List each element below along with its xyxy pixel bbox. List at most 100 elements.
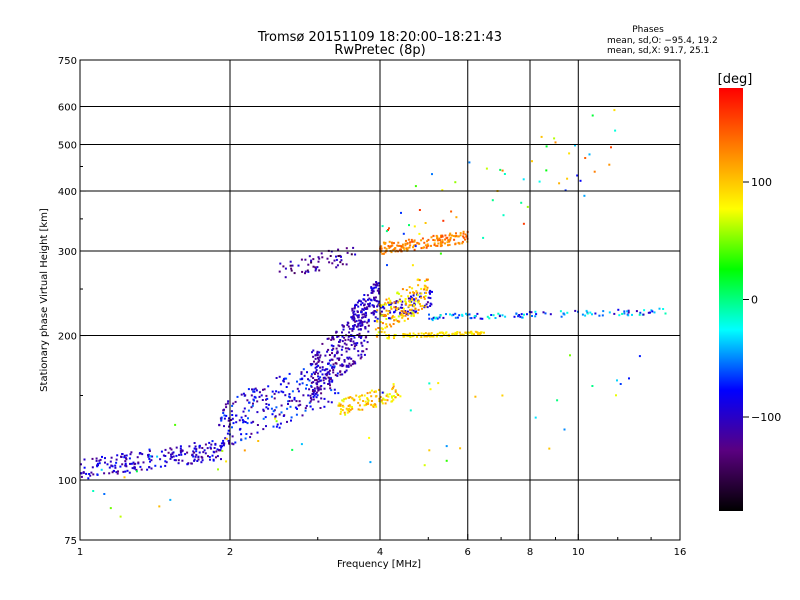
echo-point [365, 402, 368, 405]
echo-point [400, 303, 403, 306]
echo-point [413, 304, 416, 307]
echo-point [461, 242, 464, 245]
echo-point [522, 178, 525, 181]
echo-point [313, 373, 316, 375]
echo-point [331, 352, 333, 355]
echo-point [423, 241, 426, 244]
echo-point [414, 307, 417, 310]
echo-point [240, 439, 243, 442]
echo-point [256, 411, 259, 414]
echo-point [456, 316, 459, 319]
echo-point [462, 236, 465, 239]
echo-point [412, 332, 415, 335]
echo-point [461, 333, 464, 336]
echo-point [331, 366, 334, 369]
echo-point [225, 437, 228, 440]
echo-point [431, 335, 433, 338]
echo-point [384, 402, 387, 405]
echo-point [392, 385, 395, 388]
echo-point [386, 399, 389, 402]
echo-point [615, 394, 617, 397]
data-points [80, 109, 667, 518]
echo-point [412, 294, 415, 297]
echo-point [373, 320, 376, 323]
echo-point [464, 233, 467, 236]
echo-point [197, 458, 200, 461]
echo-point [273, 397, 276, 400]
echo-point [328, 378, 331, 380]
echo-point [164, 460, 167, 463]
echo-point [387, 229, 389, 231]
echo-point [273, 409, 276, 412]
echo-point [223, 425, 225, 428]
echo-point [253, 399, 255, 402]
echo-point [409, 409, 412, 412]
echo-point [491, 199, 494, 202]
echo-point [623, 312, 626, 315]
echo-point [359, 395, 362, 398]
echo-point [247, 388, 250, 391]
echo-point [428, 449, 431, 452]
echo-point [391, 400, 394, 403]
echo-point [322, 379, 325, 382]
echo-point [370, 400, 373, 402]
echo-point [257, 440, 260, 442]
echo-point [427, 332, 430, 335]
echo-point [219, 449, 222, 452]
echo-point [363, 404, 366, 407]
echo-point [576, 174, 579, 177]
echo-point [610, 146, 612, 149]
echo-point [312, 389, 314, 391]
echo-point [80, 475, 83, 478]
echo-point [394, 396, 397, 399]
echo-point [374, 403, 377, 406]
echo-point [585, 309, 588, 312]
echo-point [252, 420, 255, 423]
echo-point [246, 422, 249, 425]
echo-point [341, 409, 344, 412]
echo-point [621, 312, 624, 315]
echo-point [380, 306, 383, 309]
echo-point [195, 448, 198, 451]
echo-point [333, 365, 336, 368]
echo-point [324, 373, 327, 376]
echo-point [449, 236, 452, 239]
echo-point [591, 313, 593, 316]
echo-point [421, 304, 424, 307]
echo-point [442, 316, 445, 319]
echo-point [289, 264, 292, 267]
echo-point [95, 459, 98, 462]
echo-point [363, 394, 366, 397]
chart-subtitle: RwPretec (8p) [334, 43, 425, 58]
echo-point [420, 332, 423, 335]
echo-point [469, 317, 472, 320]
echo-point [443, 334, 445, 336]
echo-point [545, 169, 548, 172]
echo-point [362, 350, 365, 353]
echo-point [318, 269, 321, 272]
echo-point [350, 316, 353, 319]
echo-point [352, 328, 355, 330]
echo-point [396, 308, 398, 311]
echo-point [305, 387, 307, 390]
echo-point [334, 374, 337, 377]
echo-point [445, 237, 448, 240]
echo-point [429, 333, 432, 336]
echo-point [317, 400, 320, 403]
echo-point [574, 144, 576, 147]
echo-point [400, 245, 403, 248]
echo-point [562, 312, 565, 315]
echo-point [415, 290, 418, 293]
echo-point [396, 307, 399, 310]
echo-point [335, 331, 338, 334]
echo-point [387, 337, 390, 340]
echo-point [378, 388, 380, 391]
echo-point [390, 306, 392, 309]
echo-point [391, 315, 394, 318]
echo-point [450, 210, 453, 213]
echo-point [414, 185, 417, 188]
echo-point [458, 314, 461, 317]
echo-point [568, 152, 571, 155]
echo-point [357, 328, 360, 331]
echo-point [473, 333, 475, 336]
